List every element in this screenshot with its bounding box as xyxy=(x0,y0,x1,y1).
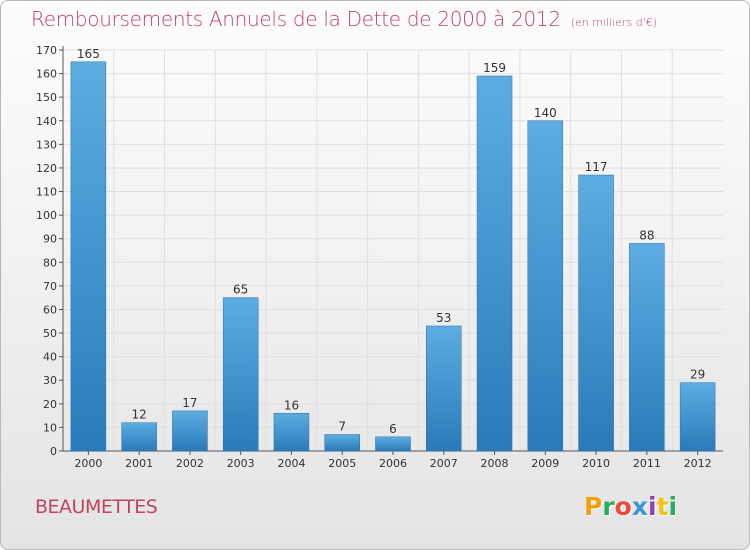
x-tick-label: 2009 xyxy=(531,457,559,470)
x-tick-label: 2001 xyxy=(125,457,153,470)
data-label: 140 xyxy=(534,106,557,120)
data-label: 7 xyxy=(338,419,346,433)
y-tick-label: 120 xyxy=(36,162,57,175)
data-label: 165 xyxy=(77,47,100,61)
data-label: 16 xyxy=(284,398,299,412)
chart-title: Remboursements Annuels de la Dette de 20… xyxy=(31,7,657,31)
y-tick-label: 90 xyxy=(43,233,57,246)
bar-2009 xyxy=(527,120,564,452)
y-tick-label: 130 xyxy=(36,138,57,151)
axes xyxy=(59,46,723,455)
x-tick-label: 2005 xyxy=(328,457,356,470)
commune-name: BEAUMETTES xyxy=(35,496,158,518)
bar-2001 xyxy=(121,422,157,452)
bar-2007 xyxy=(426,325,462,452)
chart-unit-label: (en milliers d'€) xyxy=(570,16,658,29)
x-tick-label: 2004 xyxy=(277,457,305,470)
y-tick-label: 40 xyxy=(43,351,57,364)
x-tick-label: 2012 xyxy=(684,457,712,470)
bar-2008 xyxy=(476,75,513,452)
x-tick-label: 2002 xyxy=(176,457,204,470)
bar-2006 xyxy=(375,436,411,452)
data-label: 29 xyxy=(690,368,705,382)
data-label: 53 xyxy=(436,311,451,325)
bar-2012 xyxy=(679,382,716,452)
bar-2005 xyxy=(324,434,360,452)
y-tick-label: 0 xyxy=(50,445,57,458)
data-label: 12 xyxy=(132,408,147,422)
logo-letter: o xyxy=(614,492,632,521)
y-tick-label: 10 xyxy=(43,421,57,434)
y-tick-label: 110 xyxy=(36,186,57,199)
y-tick-label: 140 xyxy=(36,115,57,128)
data-label: 88 xyxy=(639,228,654,242)
data-label: 6 xyxy=(389,422,397,436)
bar-2011 xyxy=(629,243,665,452)
x-tick-label: 2003 xyxy=(227,457,255,470)
y-tick-label: 30 xyxy=(43,374,57,387)
y-tick-label: 170 xyxy=(36,44,57,57)
logo-letter: i xyxy=(668,492,678,521)
data-label: 65 xyxy=(233,283,248,297)
x-tick-label: 2007 xyxy=(430,457,458,470)
bar-2000 xyxy=(70,61,107,452)
x-tick-label: 2006 xyxy=(379,457,407,470)
y-tick-label: 60 xyxy=(43,303,57,316)
proxiti-logo[interactable]: Proxiti xyxy=(584,492,677,521)
x-tick-label: 2008 xyxy=(481,457,509,470)
labels: 0 10 20 30 40 50 60 70 80 90 100 110 120 130 140 150 160… xyxy=(36,44,712,470)
x-tick-label: 2000 xyxy=(74,457,102,470)
logo-letter: P xyxy=(584,492,603,521)
logo-letter: x xyxy=(631,492,648,521)
x-tick-label: 2011 xyxy=(633,457,661,470)
bars xyxy=(70,61,716,452)
logo-letter: r xyxy=(602,492,615,521)
y-tick-label: 50 xyxy=(43,327,57,340)
logo-letter: t xyxy=(656,492,669,521)
y-tick-label: 150 xyxy=(36,91,57,104)
y-tick-label: 80 xyxy=(43,256,57,269)
data-label: 17 xyxy=(182,396,197,410)
y-tick-label: 70 xyxy=(43,280,57,293)
logo-letter: i xyxy=(648,492,657,521)
bar-2010 xyxy=(578,174,614,452)
bar-2004 xyxy=(273,413,310,452)
data-label: 159 xyxy=(483,61,506,75)
grid-lines xyxy=(63,49,723,452)
x-tick-label: 2010 xyxy=(582,457,610,470)
bar-2002 xyxy=(172,410,208,452)
y-tick-label: 100 xyxy=(36,209,57,222)
bar-2003 xyxy=(222,297,259,452)
y-tick-label: 20 xyxy=(43,398,57,411)
chart-title-text: Remboursements Annuels de la Dette de 20… xyxy=(31,7,561,31)
y-tick-label: 160 xyxy=(36,68,57,81)
data-label: 117 xyxy=(585,160,608,174)
